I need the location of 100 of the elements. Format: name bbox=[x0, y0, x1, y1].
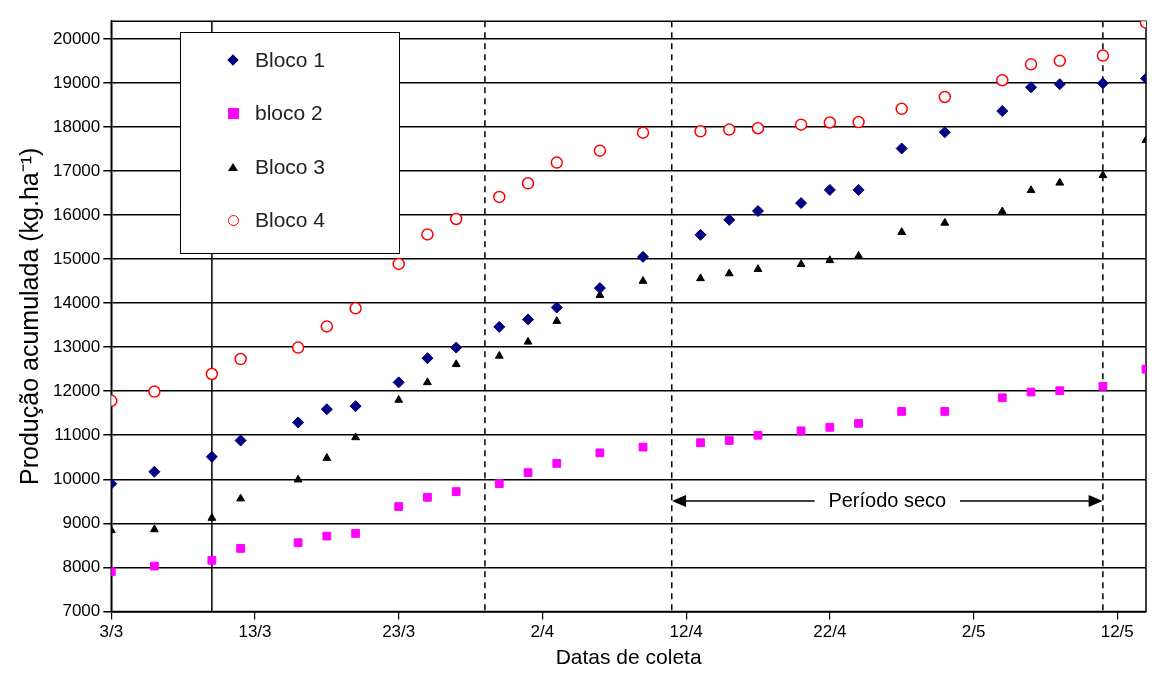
x-tick-label: 12/5 bbox=[1100, 622, 1134, 642]
point bbox=[392, 257, 405, 271]
point bbox=[696, 438, 705, 448]
point bbox=[722, 123, 736, 136]
point bbox=[1026, 185, 1036, 194]
point bbox=[1053, 54, 1067, 68]
x-tick-label: 22/4 bbox=[813, 622, 847, 642]
point bbox=[593, 144, 607, 157]
point bbox=[523, 336, 533, 345]
point bbox=[523, 468, 533, 478]
point bbox=[997, 393, 1007, 403]
point bbox=[291, 341, 305, 354]
x-tick-label: 23/3 bbox=[382, 622, 416, 642]
point bbox=[293, 538, 303, 548]
point bbox=[234, 434, 247, 447]
point bbox=[494, 350, 504, 359]
point bbox=[638, 276, 648, 284]
x-axis-title: Datas de coleta bbox=[555, 645, 702, 669]
point bbox=[724, 268, 734, 277]
point bbox=[320, 320, 334, 333]
point bbox=[854, 418, 863, 428]
point bbox=[421, 352, 434, 365]
point bbox=[423, 492, 432, 502]
point bbox=[207, 513, 217, 521]
y-tick-label: 13000 bbox=[52, 336, 101, 356]
point bbox=[723, 213, 736, 226]
y-tick-label: 16000 bbox=[52, 204, 101, 224]
point bbox=[349, 302, 362, 315]
point bbox=[394, 394, 404, 403]
point bbox=[451, 487, 461, 496]
point bbox=[521, 177, 535, 190]
point bbox=[852, 183, 865, 196]
point bbox=[1024, 58, 1038, 71]
point bbox=[550, 156, 564, 169]
point bbox=[1098, 381, 1108, 391]
point bbox=[753, 264, 763, 272]
point bbox=[823, 183, 836, 196]
point bbox=[234, 352, 247, 366]
point bbox=[552, 459, 562, 468]
point bbox=[897, 227, 907, 235]
y-tick-label: 19000 bbox=[52, 72, 101, 92]
point bbox=[854, 250, 863, 259]
x-tick-label: 12/4 bbox=[669, 622, 703, 642]
point bbox=[550, 301, 563, 314]
y-tick-label: 18000 bbox=[52, 116, 101, 136]
point bbox=[796, 259, 806, 268]
point bbox=[751, 121, 765, 135]
y-tick-label: 12000 bbox=[52, 380, 101, 400]
point bbox=[694, 228, 707, 241]
point bbox=[696, 273, 705, 282]
y-tick-label: 14000 bbox=[52, 292, 101, 312]
x-tick-label: 3/3 bbox=[99, 622, 124, 642]
legend-label: bloco 2 bbox=[255, 101, 323, 126]
x-tick-label: 13/3 bbox=[238, 622, 272, 642]
point bbox=[636, 126, 650, 139]
y-tick-label: 9000 bbox=[62, 513, 101, 532]
point bbox=[150, 561, 159, 571]
point bbox=[753, 430, 763, 440]
point bbox=[1055, 177, 1065, 186]
point bbox=[207, 555, 217, 565]
y-tick-label: 17000 bbox=[52, 160, 101, 180]
point bbox=[149, 524, 159, 533]
point bbox=[451, 359, 461, 368]
point bbox=[392, 376, 405, 389]
point bbox=[552, 316, 562, 324]
point bbox=[825, 255, 835, 264]
point bbox=[148, 465, 161, 478]
point bbox=[236, 544, 245, 553]
annotation: Período seco bbox=[828, 488, 947, 511]
point bbox=[940, 217, 950, 226]
point bbox=[421, 228, 434, 241]
point bbox=[1055, 386, 1065, 396]
point bbox=[205, 367, 219, 381]
legend-label: Bloco 4 bbox=[255, 208, 326, 233]
point bbox=[895, 102, 908, 116]
y-tick-label: 20000 bbox=[52, 28, 101, 48]
point bbox=[637, 250, 650, 263]
point bbox=[1025, 81, 1038, 94]
point bbox=[897, 407, 907, 416]
point bbox=[751, 205, 764, 218]
point bbox=[351, 432, 360, 441]
point bbox=[638, 442, 648, 452]
y-tick-label: 8000 bbox=[62, 557, 101, 577]
point bbox=[997, 206, 1007, 215]
point bbox=[938, 90, 952, 104]
point bbox=[1098, 170, 1108, 179]
point bbox=[724, 436, 734, 445]
point bbox=[394, 502, 404, 511]
legend-label: Bloco 1 bbox=[255, 47, 326, 72]
point bbox=[1096, 77, 1109, 90]
point bbox=[694, 125, 707, 138]
y-tick-label: 7000 bbox=[62, 601, 101, 621]
point bbox=[940, 407, 950, 416]
y-axis-title: Produção acumulada (kg.ha⁻¹) bbox=[14, 147, 43, 485]
point bbox=[148, 385, 161, 398]
point bbox=[794, 118, 808, 131]
point bbox=[1026, 387, 1036, 397]
point bbox=[895, 142, 908, 155]
point bbox=[825, 422, 835, 432]
point bbox=[494, 479, 504, 489]
